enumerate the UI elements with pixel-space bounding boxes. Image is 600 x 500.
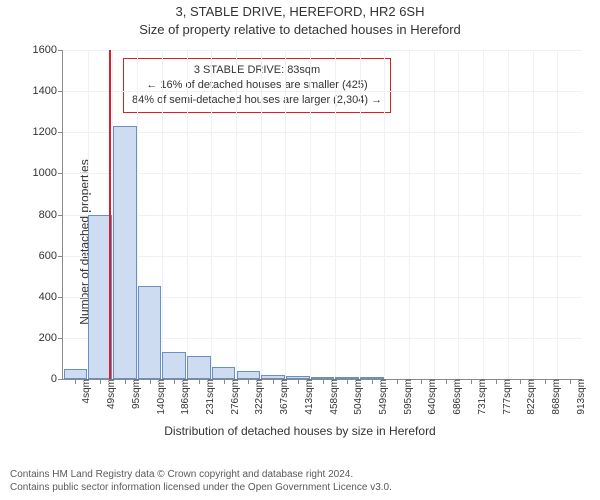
histogram-bar xyxy=(113,126,136,379)
page-title: 3, STABLE DRIVE, HEREFORD, HR2 6SH xyxy=(0,4,600,19)
ytick-label: 200 xyxy=(39,332,63,344)
gridline-v xyxy=(384,50,385,379)
xtick-mark xyxy=(496,379,497,384)
gridline-v xyxy=(557,50,558,379)
gridline-h xyxy=(63,50,582,51)
ytick-label: 0 xyxy=(51,373,63,385)
gridline-h xyxy=(63,173,582,174)
xtick-label: 913sqm xyxy=(574,379,587,415)
xtick-label: 276sqm xyxy=(228,379,241,415)
xtick-mark xyxy=(570,379,571,384)
xtick-mark xyxy=(224,379,225,384)
xtick-mark xyxy=(520,379,521,384)
ytick-label: 1200 xyxy=(33,126,63,138)
xtick-mark xyxy=(248,379,249,384)
xtick-label: 777sqm xyxy=(500,379,513,415)
gridline-v xyxy=(508,50,509,379)
gridline-v xyxy=(261,50,262,379)
xtick-label: 504sqm xyxy=(351,379,364,415)
xtick-mark xyxy=(323,379,324,384)
xtick-mark xyxy=(174,379,175,384)
xtick-label: 186sqm xyxy=(178,379,191,415)
gridline-h xyxy=(63,256,582,257)
xtick-mark xyxy=(199,379,200,384)
legend-line: 3 STABLE DRIVE: 83sqm xyxy=(132,63,382,78)
plot-area: 3 STABLE DRIVE: 83sqm← 16% of detached h… xyxy=(62,50,582,380)
xtick-label: 4sqm xyxy=(79,379,92,403)
gridline-h xyxy=(63,91,582,92)
histogram-bar xyxy=(237,371,260,379)
histogram-bar xyxy=(187,356,210,379)
xtick-mark xyxy=(125,379,126,384)
xtick-mark xyxy=(75,379,76,384)
gridline-v xyxy=(434,50,435,379)
gridline-v xyxy=(211,50,212,379)
xtick-label: 231sqm xyxy=(203,379,216,415)
property-marker-line xyxy=(109,50,111,379)
histogram-bar xyxy=(212,367,235,379)
xtick-label: 731sqm xyxy=(475,379,488,415)
xtick-label: 140sqm xyxy=(154,379,167,415)
gridline-v xyxy=(236,50,237,379)
xtick-mark xyxy=(100,379,101,384)
footer-line: Contains HM Land Registry data © Crown c… xyxy=(10,468,392,481)
xtick-label: 549sqm xyxy=(376,379,389,415)
xtick-label: 49sqm xyxy=(104,379,117,409)
page-subtitle: Size of property relative to detached ho… xyxy=(0,22,600,37)
xtick-mark xyxy=(273,379,274,384)
xtick-mark xyxy=(397,379,398,384)
gridline-v xyxy=(335,50,336,379)
xtick-label: 322sqm xyxy=(252,379,265,415)
xtick-label: 595sqm xyxy=(401,379,414,415)
ytick-label: 400 xyxy=(39,291,63,303)
gridline-v xyxy=(187,50,188,379)
ytick-label: 600 xyxy=(39,250,63,262)
footer-attribution: Contains HM Land Registry data © Crown c… xyxy=(10,468,392,494)
histogram-bar xyxy=(162,352,185,379)
gridline-v xyxy=(483,50,484,379)
chart-region: Number of detached properties 3 STABLE D… xyxy=(0,42,600,440)
gridline-h xyxy=(63,132,582,133)
x-axis-label: Distribution of detached houses by size … xyxy=(0,424,600,438)
xtick-label: 640sqm xyxy=(425,379,438,415)
ytick-label: 1600 xyxy=(33,44,63,56)
gridline-v xyxy=(162,50,163,379)
xtick-label: 868sqm xyxy=(549,379,562,415)
xtick-label: 686sqm xyxy=(450,379,463,415)
legend-line: 84% of semi-detached houses are larger (… xyxy=(132,93,382,108)
gridline-v xyxy=(360,50,361,379)
ytick-label: 1400 xyxy=(33,85,63,97)
xtick-mark xyxy=(298,379,299,384)
gridline-v xyxy=(409,50,410,379)
xtick-mark xyxy=(545,379,546,384)
xtick-label: 413sqm xyxy=(302,379,315,415)
xtick-label: 367sqm xyxy=(277,379,290,415)
legend-box: 3 STABLE DRIVE: 83sqm← 16% of detached h… xyxy=(123,58,391,113)
footer-line: Contains public sector information licen… xyxy=(10,481,392,494)
histogram-bar xyxy=(138,286,161,379)
gridline-h xyxy=(63,215,582,216)
xtick-mark xyxy=(347,379,348,384)
gridline-v xyxy=(458,50,459,379)
xtick-label: 458sqm xyxy=(327,379,340,415)
histogram-bar xyxy=(64,369,87,379)
xtick-mark xyxy=(150,379,151,384)
xtick-mark xyxy=(372,379,373,384)
xtick-mark xyxy=(421,379,422,384)
ytick-label: 800 xyxy=(39,209,63,221)
xtick-label: 95sqm xyxy=(129,379,142,409)
ytick-label: 1000 xyxy=(33,167,63,179)
xtick-mark xyxy=(446,379,447,384)
xtick-label: 822sqm xyxy=(524,379,537,415)
gridline-v xyxy=(310,50,311,379)
gridline-v xyxy=(533,50,534,379)
gridline-v xyxy=(285,50,286,379)
xtick-mark xyxy=(471,379,472,384)
